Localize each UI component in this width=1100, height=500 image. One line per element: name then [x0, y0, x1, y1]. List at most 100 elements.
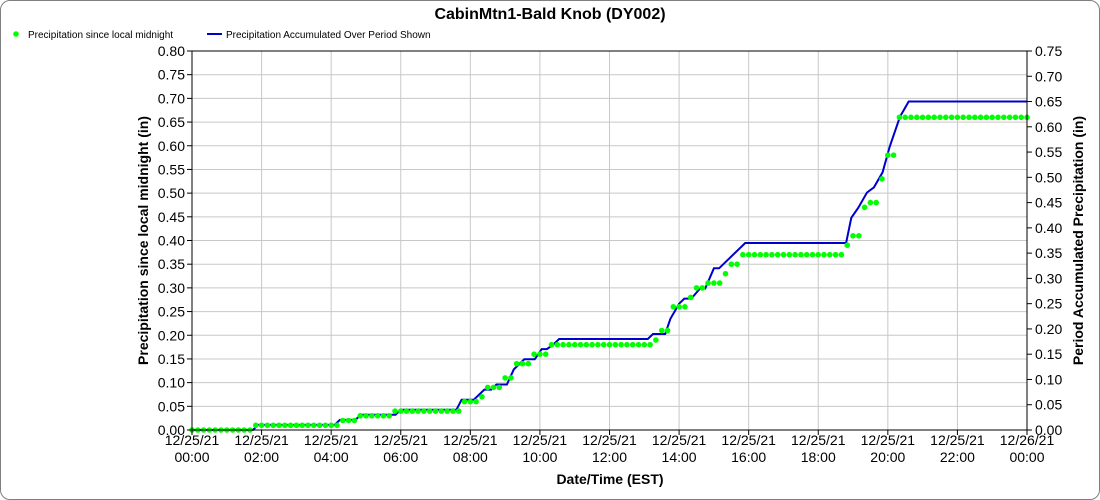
since-midnight-point	[699, 285, 706, 291]
since-midnight-point	[664, 327, 671, 334]
since-midnight-point	[972, 114, 978, 121]
since-midnight-point	[345, 417, 352, 424]
since-midnight-point	[966, 114, 972, 121]
x-tick-date: 12/25/21	[582, 432, 637, 448]
since-midnight-point	[600, 341, 607, 348]
since-midnight-point	[496, 384, 503, 391]
since-midnight-point	[890, 152, 897, 158]
since-midnight-point	[641, 341, 648, 348]
y-right-tick-label: 0.15	[1035, 346, 1062, 362]
y-right-tick-label: 0.45	[1035, 195, 1062, 211]
since-midnight-point	[838, 251, 845, 258]
since-midnight-point	[374, 413, 381, 419]
since-midnight-point	[363, 413, 369, 419]
since-midnight-point	[438, 408, 445, 414]
since-midnight-point	[276, 422, 282, 429]
y-right-tick-label: 0.70	[1035, 68, 1062, 84]
y-left-tick-label: 0.55	[158, 161, 185, 177]
since-midnight-point	[409, 408, 416, 414]
since-midnight-point	[421, 408, 427, 414]
since-midnight-point	[885, 152, 891, 158]
since-midnight-point	[763, 251, 769, 258]
y-right-tick-label: 0.50	[1035, 169, 1062, 185]
since-midnight-point	[734, 261, 740, 268]
period-accumulated-line	[192, 100, 1027, 431]
since-midnight-point	[687, 294, 694, 301]
x-tick-date: 12/26/21	[1000, 432, 1055, 448]
since-midnight-point	[305, 422, 311, 429]
x-tick-time: 16:00	[731, 449, 766, 465]
since-midnight-point	[809, 251, 816, 258]
x-tick-time: 18:00	[801, 449, 836, 465]
since-midnight-point	[954, 114, 961, 121]
x-tick-time: 00:00	[1009, 449, 1044, 465]
since-midnight-point	[867, 199, 874, 206]
since-midnight-point	[751, 251, 758, 258]
since-midnight-point	[844, 242, 850, 248]
since-midnight-point	[960, 114, 966, 121]
since-midnight-point	[508, 375, 514, 381]
since-midnight-point	[351, 417, 358, 424]
since-midnight-point	[606, 341, 613, 348]
since-midnight-point	[931, 114, 937, 121]
since-midnight-point	[293, 422, 300, 429]
y-left-tick-label: 0.45	[158, 209, 185, 225]
since-midnight-point	[629, 341, 636, 348]
y-right-tick-label: 0.05	[1035, 397, 1062, 413]
y-left-tick-label: 0.80	[158, 43, 185, 59]
since-midnight-point	[977, 114, 984, 121]
legend: Precipitation since local midnight Preci…	[13, 30, 431, 41]
y-axis-left-title: Precipitation since local midnight (in)	[135, 116, 151, 365]
since-midnight-point	[461, 398, 468, 405]
since-midnight-point	[989, 114, 995, 121]
chart-title: CabinMtn1-Bald Knob (DY002)	[434, 6, 665, 23]
x-axis-title: Date/Time (EST)	[556, 471, 663, 487]
since-midnight-point	[554, 341, 561, 348]
y-left-tick-label: 0.60	[158, 138, 185, 154]
since-midnight-point	[861, 204, 868, 211]
since-midnight-point	[780, 251, 787, 258]
since-midnight-point	[253, 422, 259, 429]
since-midnight-point	[403, 408, 410, 414]
since-midnight-point	[490, 384, 497, 391]
legend-label-period: Precipitation Accumulated Over Period Sh…	[226, 30, 431, 41]
y-right-tick-label: 0.30	[1035, 270, 1062, 286]
x-tick-time: 00:00	[174, 449, 209, 465]
since-midnight-point	[792, 251, 798, 258]
since-midnight-point	[258, 422, 265, 429]
since-midnight-point	[484, 384, 491, 391]
since-midnight-point	[467, 398, 474, 405]
since-midnight-point	[571, 341, 578, 348]
since-midnight-point	[542, 351, 549, 358]
x-tick-time: 10:00	[522, 449, 557, 465]
since-midnight-point	[803, 251, 810, 258]
since-midnight-point	[705, 280, 711, 286]
since-midnight-point	[925, 114, 932, 121]
y-right-tick-label: 0.55	[1035, 144, 1062, 160]
x-tick-date: 12/25/21	[791, 432, 846, 448]
since-midnight-point	[693, 285, 700, 291]
since-midnight-point	[983, 114, 990, 121]
since-midnight-point	[287, 422, 294, 429]
x-tick-date: 12/25/21	[721, 432, 776, 448]
since-midnight-point	[415, 408, 421, 414]
x-tick-time: 14:00	[662, 449, 697, 465]
y-left-tick-label: 0.20	[158, 327, 185, 343]
since-midnight-point	[850, 233, 856, 239]
since-midnight-point	[398, 408, 404, 414]
y-left-tick-label: 0.05	[158, 398, 185, 414]
since-midnight-point	[682, 304, 688, 310]
since-midnight-point	[282, 422, 288, 429]
y-right-tick-label: 0.35	[1035, 245, 1062, 261]
y-right-tick-label: 0.10	[1035, 371, 1062, 387]
since-midnight-point	[624, 341, 630, 348]
since-midnight-point	[531, 351, 537, 358]
x-tick-time: 06:00	[383, 449, 418, 465]
y-right-tick-label: 0.65	[1035, 94, 1062, 110]
since-midnight-point	[548, 341, 555, 348]
x-tick-date: 12/25/21	[930, 432, 985, 448]
y-left-tick-label: 0.40	[158, 233, 185, 249]
since-midnight-point	[432, 408, 439, 414]
since-midnight-point	[856, 233, 862, 239]
